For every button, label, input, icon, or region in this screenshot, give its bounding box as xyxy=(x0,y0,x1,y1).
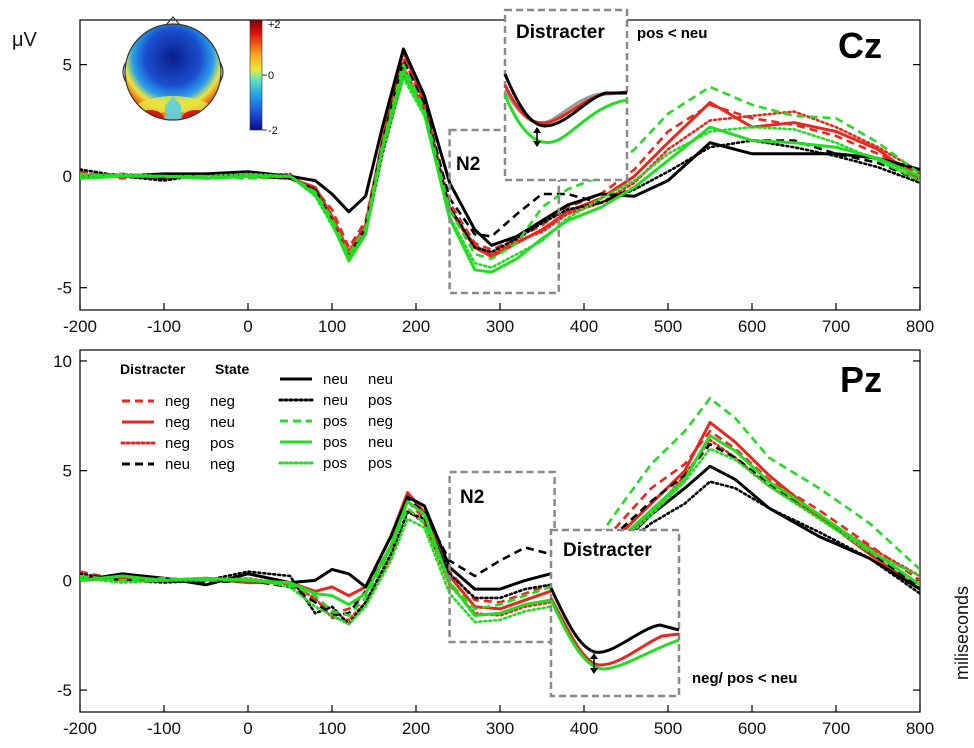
colorbar-mid-label: 0 xyxy=(268,70,274,82)
cz-xticks: -200 -100 0 100 200 300 400 500 600 700 800 xyxy=(63,303,934,336)
pz-inset-trace-green xyxy=(549,599,680,671)
legend-distracter-neg-neg: neg xyxy=(165,393,190,410)
legend-state-neu-pos: pos xyxy=(368,392,392,409)
colorbar-gradient xyxy=(249,19,263,131)
topomap-outline xyxy=(124,23,222,121)
legend-distracter-neu-neg: neu xyxy=(165,456,190,473)
pz-inset-arrowheads xyxy=(590,653,598,674)
cz-ylabel: μV xyxy=(12,29,38,51)
cz-panel: μV 5 0 -5 -200 -100 0 100 200 300 400 500 600 700 80… xyxy=(12,8,934,336)
cz-inset-trace-black xyxy=(503,73,627,128)
pz-xtick-label: 500 xyxy=(654,719,682,738)
pz-series-pos-pos xyxy=(80,447,920,626)
cz-inset-arrowheads xyxy=(533,127,541,147)
legend: Distracter State neg neg neg neu neg pos neu ne… xyxy=(120,361,393,473)
pz-inset: Distracter neg/ pos < neu xyxy=(549,528,797,698)
scalp-topomap xyxy=(122,16,224,121)
cz-n2-label: N2 xyxy=(456,154,480,175)
legend-head-state: State xyxy=(215,361,249,377)
legend-state-pos-neg: neg xyxy=(368,413,393,430)
cz-series-group xyxy=(80,47,920,274)
pz-series-neu-neu xyxy=(80,464,920,591)
pz-ytick-label: -5 xyxy=(57,681,72,700)
topomap-head xyxy=(125,24,221,120)
pz-series-group xyxy=(80,396,920,626)
cz-xtick-label: 200 xyxy=(402,317,430,336)
legend-state-pos-pos: pos xyxy=(368,455,392,472)
pz-xticks: -200 -100 0 100 200 300 400 500 600 700 800 xyxy=(63,705,934,738)
legend-state-neg-neg: neg xyxy=(210,393,235,410)
pz-inset-note: neg/ pos < neu xyxy=(692,670,797,687)
pz-yticks: 10 5 0 -5 xyxy=(53,352,920,700)
pz-ytick-label: 5 xyxy=(63,462,72,481)
pz-inset-title: Distracter xyxy=(563,540,652,561)
cz-xtick-label: 800 xyxy=(906,317,934,336)
cz-series-pos-pos xyxy=(80,76,920,269)
legend-distracter-pos-pos: pos xyxy=(323,455,347,472)
topomap-nose xyxy=(165,16,181,26)
pz-n2-label: N2 xyxy=(460,487,484,508)
pz-series-pos-neg xyxy=(80,396,920,617)
cz-ytick-label: 0 xyxy=(63,167,72,186)
pz-xtick-label: 300 xyxy=(486,719,514,738)
legend-distracter-pos-neu: pos xyxy=(323,434,347,451)
cz-xtick-label: 400 xyxy=(570,317,598,336)
pz-channel-label: Pz xyxy=(840,359,882,400)
cz-inset-note: pos < neu xyxy=(637,25,707,42)
legend-state-neu-neu: neu xyxy=(368,371,393,388)
pz-inset-trace-red xyxy=(549,597,680,667)
cz-ytick-label: 5 xyxy=(63,56,72,75)
pz-plot-frame xyxy=(79,349,921,713)
pz-series-neg-pos xyxy=(80,438,920,622)
cz-n2-window xyxy=(448,128,561,295)
pz-xtick-label: 600 xyxy=(738,719,766,738)
cz-inset-title: Distracter xyxy=(516,22,605,43)
cz-xtick-label: 500 xyxy=(654,317,682,336)
legend-state-neg-pos: pos xyxy=(210,435,234,452)
pz-xlabel: miliseconds xyxy=(952,586,972,680)
legend-state-neg-neu: neu xyxy=(210,414,235,431)
cz-series-pos-neu xyxy=(80,69,920,274)
cz-channel-label: Cz xyxy=(838,25,882,66)
topomap-posterior-yellow xyxy=(125,96,221,120)
pz-inset-trace-black xyxy=(549,587,680,654)
pz-xtick-label: -200 xyxy=(63,719,97,738)
cz-series-neu-neu xyxy=(80,47,920,247)
pz-xtick-label: 200 xyxy=(402,719,430,738)
cz-inset-trace-green xyxy=(503,94,628,145)
pz-xtick-label: 800 xyxy=(906,719,934,738)
cz-ytick-label: -5 xyxy=(57,279,72,298)
cz-xtick-label: 100 xyxy=(318,317,346,336)
legend-distracter-neg-neu: neg xyxy=(165,414,190,431)
legend-distracter-neu-neu: neu xyxy=(323,371,348,388)
cz-xtick-label: 300 xyxy=(486,317,514,336)
legend-distracter-neg-pos: neg xyxy=(165,435,190,452)
pz-xtick-label: 400 xyxy=(570,719,598,738)
cz-xtick-label: 700 xyxy=(822,317,850,336)
pz-xtick-label: 700 xyxy=(822,719,850,738)
legend-state-neu-neg: neg xyxy=(210,456,235,473)
pz-xtick-label: -100 xyxy=(147,719,181,738)
pz-ytick-label: 10 xyxy=(53,352,72,371)
pz-ytick-label: 0 xyxy=(63,571,72,590)
pz-series-neu-pos xyxy=(80,480,920,626)
legend-head-distracter: Distracter xyxy=(120,361,186,377)
colorbar: +2 0 -2 xyxy=(249,19,281,137)
pz-xtick-label: 0 xyxy=(243,719,252,738)
cz-xtick-label: 600 xyxy=(738,317,766,336)
pz-xtick-label: 100 xyxy=(318,719,346,738)
pz-panel: 10 5 0 -5 -200 -100 0 100 200 300 400 500 600 700 800… xyxy=(53,349,972,738)
legend-state-pos-neu: neu xyxy=(368,434,393,451)
legend-distracter-pos-neg: pos xyxy=(323,413,347,430)
cz-xtick-label: 0 xyxy=(243,317,252,336)
topomap-midline xyxy=(165,96,181,120)
cz-inset: Distracter pos < neu xyxy=(503,8,707,182)
cz-xtick-label: -100 xyxy=(147,317,181,336)
colorbar-max-label: +2 xyxy=(268,19,281,31)
legend-distracter-neu-pos: neu xyxy=(323,392,348,409)
cz-xtick-label: -200 xyxy=(63,317,97,336)
colorbar-min-label: -2 xyxy=(268,125,278,137)
